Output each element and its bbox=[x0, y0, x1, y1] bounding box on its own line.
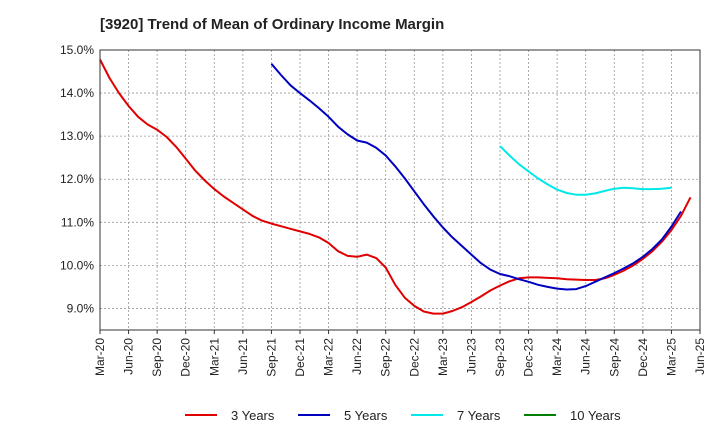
series-line-5-years bbox=[270, 63, 682, 291]
legend-label: 10 Years bbox=[570, 407, 621, 423]
x-tick-label: Jun-23 bbox=[464, 338, 478, 375]
chart-svg: 9.0% 10.0% 11.0% 12.0% 13.0% 14.0% 15.0% Mar-2… bbox=[60, 43, 707, 377]
x-tick-label: Jun-25 bbox=[693, 338, 707, 375]
x-tick-label: Dec-24 bbox=[636, 338, 650, 377]
y-tick-label: 12.0% bbox=[60, 172, 94, 186]
x-tick-label: Jun-20 bbox=[122, 338, 136, 375]
legend-label: 7 Years bbox=[457, 407, 501, 423]
chart-title: [3920] Trend of Mean of Ordinary Income … bbox=[100, 16, 445, 33]
legend-swatch bbox=[185, 414, 217, 416]
x-tick-label: Mar-23 bbox=[436, 338, 450, 376]
y-tick-label: 13.0% bbox=[60, 129, 94, 143]
legend-label: 3 Years bbox=[231, 407, 275, 423]
x-tick-label: Dec-23 bbox=[522, 338, 536, 377]
x-tick-label: Mar-24 bbox=[550, 338, 564, 376]
x-tick-label: Jun-24 bbox=[579, 338, 593, 375]
legend-label: 5 Years bbox=[344, 407, 388, 423]
plot-frame bbox=[99, 49, 701, 331]
x-tick-label: Mar-20 bbox=[93, 338, 107, 376]
x-tick-label: Mar-21 bbox=[207, 338, 221, 376]
series-line-7-years bbox=[499, 145, 672, 196]
series-line-3-years bbox=[99, 59, 692, 315]
series-lines bbox=[99, 59, 692, 315]
legend-item-3-years: 3 Years bbox=[185, 405, 274, 425]
x-tick-label: Dec-21 bbox=[293, 338, 307, 377]
plot-area bbox=[100, 50, 700, 330]
y-tick-label: 14.0% bbox=[60, 86, 94, 100]
x-tick-label: Sep-20 bbox=[150, 338, 164, 377]
y-tick-label: 9.0% bbox=[67, 301, 95, 315]
x-tick-label: Mar-25 bbox=[664, 338, 678, 376]
x-tick-label: Sep-21 bbox=[264, 338, 278, 377]
legend-item-5-years: 5 Years bbox=[298, 405, 387, 425]
x-tick-label: Sep-22 bbox=[379, 338, 393, 377]
grid-lines bbox=[100, 50, 700, 330]
x-tick-label: Mar-22 bbox=[322, 338, 336, 376]
x-tick-label: Sep-24 bbox=[607, 338, 621, 377]
x-tick-label: Dec-22 bbox=[407, 338, 421, 377]
legend-item-7-years: 7 Years bbox=[411, 405, 500, 425]
legend-swatch bbox=[411, 414, 443, 416]
x-tick-label: Dec-20 bbox=[179, 338, 193, 377]
y-axis-ticks: 9.0% 10.0% 11.0% 12.0% 13.0% 14.0% 15.0% bbox=[60, 43, 94, 315]
y-tick-label: 11.0% bbox=[61, 215, 94, 229]
x-tick-label: Sep-23 bbox=[493, 338, 507, 377]
y-tick-label: 10.0% bbox=[60, 258, 94, 272]
x-axis-ticks: Mar-20 Jun-20 Sep-20 Dec-20 Mar-21 Jun-21 Sep-… bbox=[93, 330, 707, 377]
legend-swatch bbox=[524, 414, 556, 416]
x-tick-label: Jun-22 bbox=[350, 338, 364, 375]
legend: 3 Years 5 Years 7 Years 10 Years bbox=[0, 405, 720, 425]
legend-swatch bbox=[298, 414, 330, 416]
x-tick-label: Jun-21 bbox=[236, 338, 250, 375]
y-tick-label: 15.0% bbox=[60, 43, 94, 57]
legend-item-10-years: 10 Years bbox=[524, 405, 621, 425]
